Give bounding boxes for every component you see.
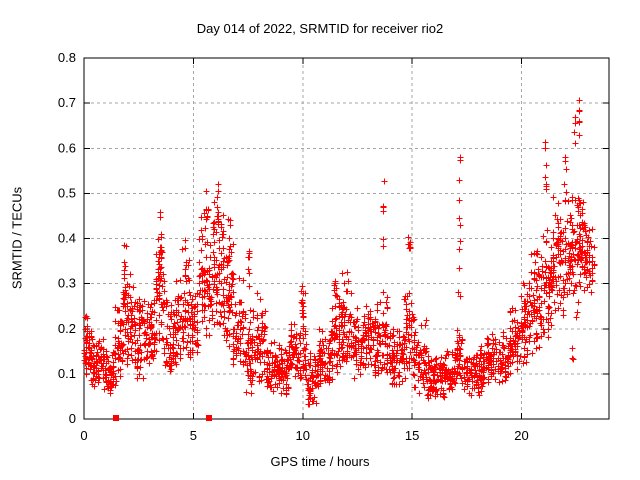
baseline-square-marker (206, 415, 212, 421)
y-tick-label: 0.3 (58, 276, 76, 291)
x-axis-label: GPS time / hours (270, 454, 370, 469)
baseline-square-marker (113, 415, 119, 421)
y-tick-label: 0.4 (58, 231, 76, 246)
x-tick-label: 15 (405, 428, 419, 443)
x-tick-label: 10 (296, 428, 310, 443)
y-tick-label: 0.2 (58, 321, 76, 336)
y-tick-label: 0.8 (58, 50, 76, 65)
y-tick-label: 0.6 (58, 140, 76, 155)
data-points (81, 97, 598, 408)
y-tick-label: 0 (69, 411, 76, 426)
y-tick-label: 0.1 (58, 366, 76, 381)
x-tick-label: 0 (80, 428, 87, 443)
x-tick-label: 5 (190, 428, 197, 443)
grid-lines (85, 59, 608, 418)
y-tick-label: 0.7 (58, 95, 76, 110)
x-tick-label: 20 (514, 428, 528, 443)
y-tick-label: 0.5 (58, 185, 76, 200)
chart-title: Day 014 of 2022, SRMTID for receiver rio… (196, 21, 444, 36)
